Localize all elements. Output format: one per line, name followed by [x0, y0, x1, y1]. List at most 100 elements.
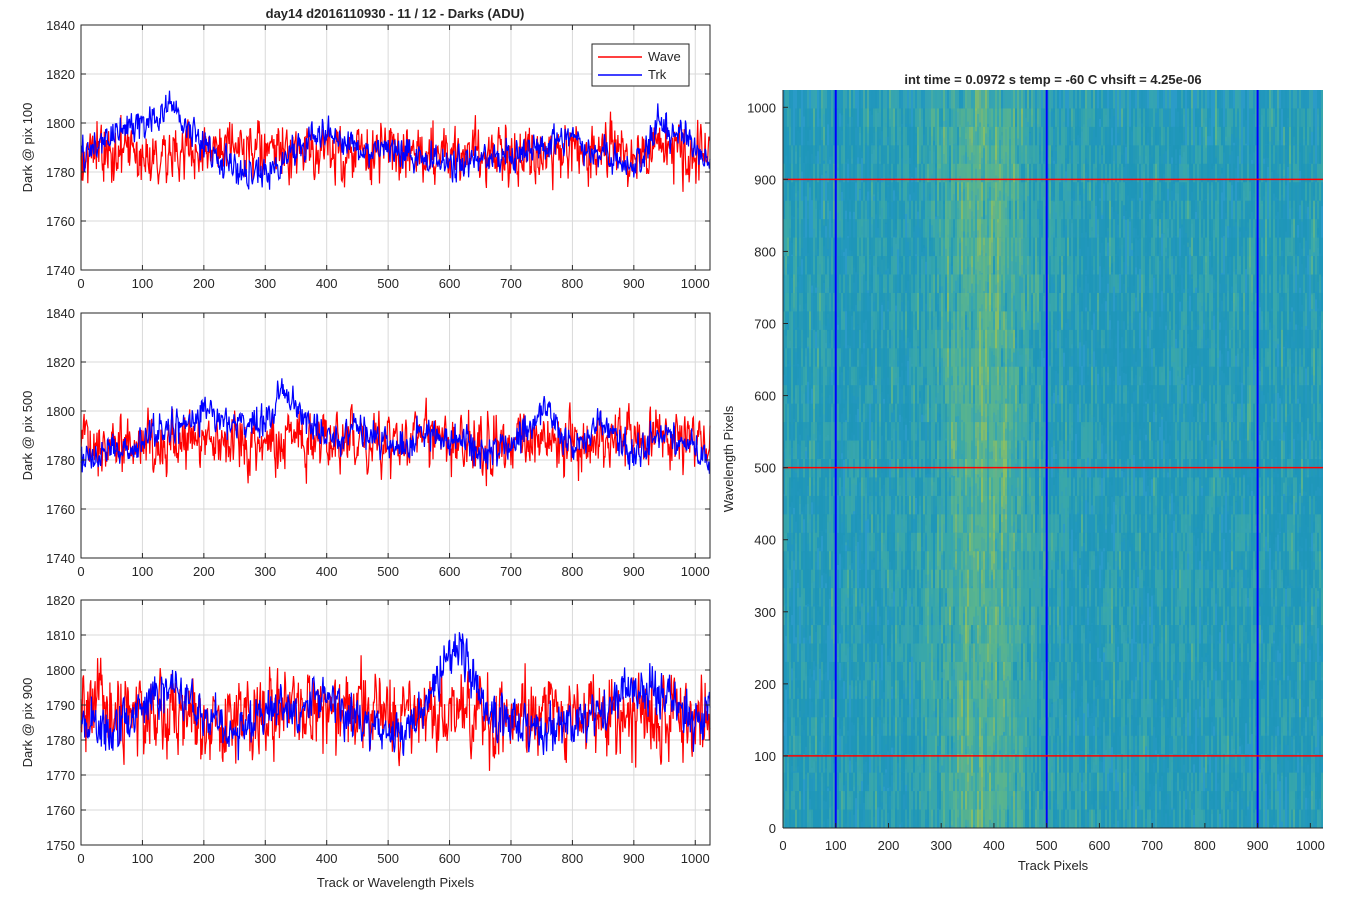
- heatmap-cell: [963, 163, 965, 190]
- heatmap-cell: [993, 717, 995, 743]
- heatmap-cell: [909, 569, 911, 592]
- heatmap-cell: [977, 292, 979, 328]
- heatmap-cell: [997, 292, 999, 330]
- heatmap-cell: [817, 422, 819, 443]
- heatmap-cell: [833, 311, 835, 341]
- heatmap-cell: [829, 366, 831, 396]
- heatmap-cell: [925, 459, 927, 494]
- heatmap-cell: [973, 680, 975, 702]
- heatmap-cell: [941, 735, 943, 766]
- y-tick-label: 1790: [46, 698, 75, 713]
- heatmap-cell: [831, 680, 833, 711]
- heatmap-cell: [991, 791, 993, 823]
- heatmap-cell: [783, 791, 785, 813]
- heatmap-cell: [869, 256, 871, 287]
- heatmap-cell: [945, 551, 947, 586]
- heatmap-cell: [997, 588, 999, 617]
- heatmap-cell: [963, 348, 965, 384]
- heatmap-cell: [891, 459, 893, 490]
- heatmap-cell: [997, 403, 999, 426]
- heatmap-cell: [1023, 735, 1025, 768]
- y-tick-label: 1800: [46, 404, 75, 419]
- heatmap-cell: [839, 698, 841, 729]
- heatmap-cell: [845, 182, 847, 211]
- heatmap-cell: [857, 329, 859, 361]
- heatmap-cell: [839, 90, 841, 114]
- heatmap-cell: [1023, 108, 1025, 143]
- heatmap-cell: [791, 126, 793, 150]
- heatmap-cell: [859, 440, 861, 483]
- heatmap-cell: [791, 809, 793, 828]
- heatmap-cell: [949, 680, 951, 703]
- heatmap-cell: [837, 643, 839, 675]
- heatmap-cell: [1027, 200, 1029, 225]
- heatmap-cell: [783, 588, 785, 621]
- heatmap-cell: [809, 495, 811, 520]
- heatmap-cell: [907, 108, 909, 145]
- heatmap-cell: [945, 108, 947, 145]
- heatmap-cell: [961, 366, 963, 388]
- heatmap-cell: [1013, 459, 1015, 494]
- heatmap-cell: [987, 403, 989, 433]
- heatmap-cell: [1019, 459, 1021, 489]
- heatmap-cell: [819, 292, 821, 321]
- heatmap-cell: [787, 292, 789, 315]
- heatmap-cell: [965, 274, 967, 297]
- heatmap-cell: [901, 108, 903, 135]
- heatmap-cell: [857, 661, 859, 698]
- heatmap-cell: [1015, 108, 1017, 146]
- heatmap-cell: [975, 403, 977, 438]
- heatmap-cell: [847, 606, 849, 642]
- heatmap-cell: [841, 292, 843, 319]
- heatmap-cell: [1027, 219, 1029, 253]
- heatmap-cell: [799, 274, 801, 305]
- y-tick-label: 1820: [46, 67, 75, 82]
- heatmap-cell: [841, 717, 843, 737]
- heatmap-cell: [991, 661, 993, 683]
- heatmap-cell: [995, 514, 997, 539]
- heatmap-cell: [963, 256, 965, 289]
- heatmap-cell: [831, 108, 833, 144]
- heatmap-cell: [843, 108, 845, 130]
- heatmap-cell: [957, 200, 959, 237]
- heatmap-cell: [1021, 200, 1023, 227]
- heatmap-cell: [833, 422, 835, 450]
- heatmap-cell: [967, 791, 969, 822]
- heatmap-cell: [957, 403, 959, 433]
- heatmap-cell: [1007, 329, 1009, 359]
- heatmap-cell: [981, 292, 983, 319]
- heatmap-cell: [855, 348, 857, 385]
- heatmap-cell: [803, 459, 805, 494]
- heatmap-cell: [865, 237, 867, 275]
- heatmap-cell: [1031, 348, 1033, 374]
- heatmap-cell: [1011, 791, 1013, 823]
- heatmap-cell: [963, 126, 965, 157]
- heatmap-cell: [941, 698, 943, 726]
- heatmap-cell: [1013, 588, 1015, 618]
- heatmap-cell: [983, 514, 985, 539]
- heatmap-cell: [867, 643, 869, 680]
- heatmap-cell: [921, 90, 923, 119]
- heatmap-cell: [863, 403, 865, 430]
- heatmap-cell: [1033, 422, 1035, 458]
- heatmap-cell: [799, 680, 801, 711]
- heatmap-cell: [987, 311, 989, 334]
- heatmap-cell: [827, 754, 829, 787]
- heatmap-cell: [957, 754, 959, 780]
- heatmap-cell: [791, 256, 793, 278]
- heatmap-cell: [1027, 90, 1029, 122]
- heatmap-cell: [815, 606, 817, 632]
- heatmap-cell: [983, 126, 985, 149]
- heatmap-cell: [939, 735, 941, 772]
- heatmap-cell: [959, 754, 961, 773]
- heatmap-cell: [903, 569, 905, 597]
- heatmap-cell: [1033, 625, 1035, 652]
- heatmap-cell: [845, 625, 847, 656]
- heatmap-cell: [783, 256, 785, 278]
- heatmap-cell: [877, 126, 879, 147]
- heatmap-cell: [927, 809, 929, 828]
- heatmap-cell: [879, 90, 881, 113]
- heatmap-cell: [843, 145, 845, 199]
- heatmap-cell: [1009, 569, 1011, 596]
- heatmap-cell: [883, 551, 885, 571]
